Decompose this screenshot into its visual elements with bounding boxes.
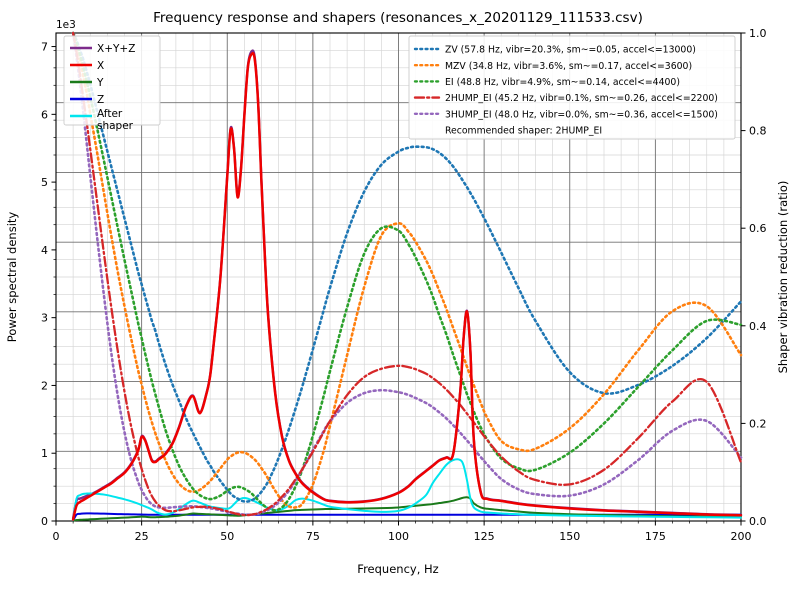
legend-left-label: shaper <box>97 120 134 132</box>
page-title: Frequency response and shapers (resonanc… <box>153 10 643 26</box>
y-left-tick-label: 4 <box>41 244 48 257</box>
x-axis-label: Frequency, Hz <box>357 562 438 576</box>
y-left-tick-label: 2 <box>41 379 48 392</box>
y-right-tick-label: 0.0 <box>749 515 767 528</box>
y-axis-exponent: 1e3 <box>56 19 76 31</box>
y-right-tick-label: 0.2 <box>749 417 767 430</box>
x-tick-label: 125 <box>474 530 495 543</box>
y-axis-left-ticks: 0 1 2 3 4 5 6 7 <box>41 41 56 528</box>
legend-left-label: Y <box>96 77 104 89</box>
legend-right[interactable]: ZV (57.8 Hz, vibr=20.3%, sm~=0.05, accel… <box>408 35 736 140</box>
curve-2hump-ei <box>71 31 743 517</box>
x-tick-label: 175 <box>645 530 666 543</box>
y-right-tick-label: 0.4 <box>749 320 767 333</box>
legend-left-label: After <box>97 108 123 120</box>
legend-left-label: X+Y+Z <box>97 43 135 55</box>
legend-right-label: EI (48.8 Hz, vibr=4.9%, sm~=0.14, accel<… <box>445 77 680 88</box>
curve-zv <box>71 31 743 503</box>
legend-right-label: 3HUMP_EI (48.0 Hz, vibr=0.0%, sm~=0.36, … <box>445 109 718 120</box>
y-left-tick-label: 0 <box>41 515 48 528</box>
legend-right-label: MZV (34.8 Hz, vibr=3.6%, sm~=0.17, accel… <box>445 61 692 72</box>
y-left-tick-label: 7 <box>41 41 48 54</box>
legend-left-label: Z <box>97 94 104 106</box>
x-tick-label: 25 <box>135 530 149 543</box>
y-axis-left-label: Power spectral density <box>5 212 19 343</box>
x-tick-label: 50 <box>220 530 234 543</box>
y-left-tick-label: 1 <box>41 447 48 460</box>
x-axis-ticks: 0 25 50 75 100 125 150 175 200 <box>53 521 752 543</box>
x-tick-label: 0 <box>53 530 60 543</box>
y-right-tick-label: 1.0 <box>749 27 767 40</box>
legend-right-label: ZV (57.8 Hz, vibr=20.3%, sm~=0.05, accel… <box>445 45 696 56</box>
x-tick-label: 150 <box>559 530 580 543</box>
y-left-tick-label: 5 <box>41 176 48 189</box>
legend-left-label: X <box>97 60 104 72</box>
legend-right-label: 2HUMP_EI (45.2 Hz, vibr=0.1%, sm~=0.26, … <box>445 93 718 104</box>
x-tick-label: 200 <box>731 530 752 543</box>
curve-group <box>71 31 743 522</box>
x-tick-label: 75 <box>306 530 320 543</box>
x-tick-label: 100 <box>388 530 409 543</box>
curve-mzv <box>71 31 743 509</box>
recommended-shaper-note: Recommended shaper: 2HUMP_EI <box>445 126 602 137</box>
y-axis-right-label: Shaper vibration reduction (ratio) <box>776 181 790 374</box>
curve-after-shaper <box>72 458 742 522</box>
curve-ei <box>71 31 743 512</box>
curve-x <box>71 51 743 521</box>
y-left-tick-label: 3 <box>41 312 48 325</box>
y-right-tick-label: 0.8 <box>749 125 767 138</box>
y-right-tick-label: 0.6 <box>749 222 767 235</box>
y-left-tick-label: 6 <box>41 108 48 121</box>
y-axis-right-ticks: 0.0 0.2 0.4 0.6 0.8 1.0 <box>741 27 767 528</box>
curve-3hump-ei <box>71 31 743 516</box>
